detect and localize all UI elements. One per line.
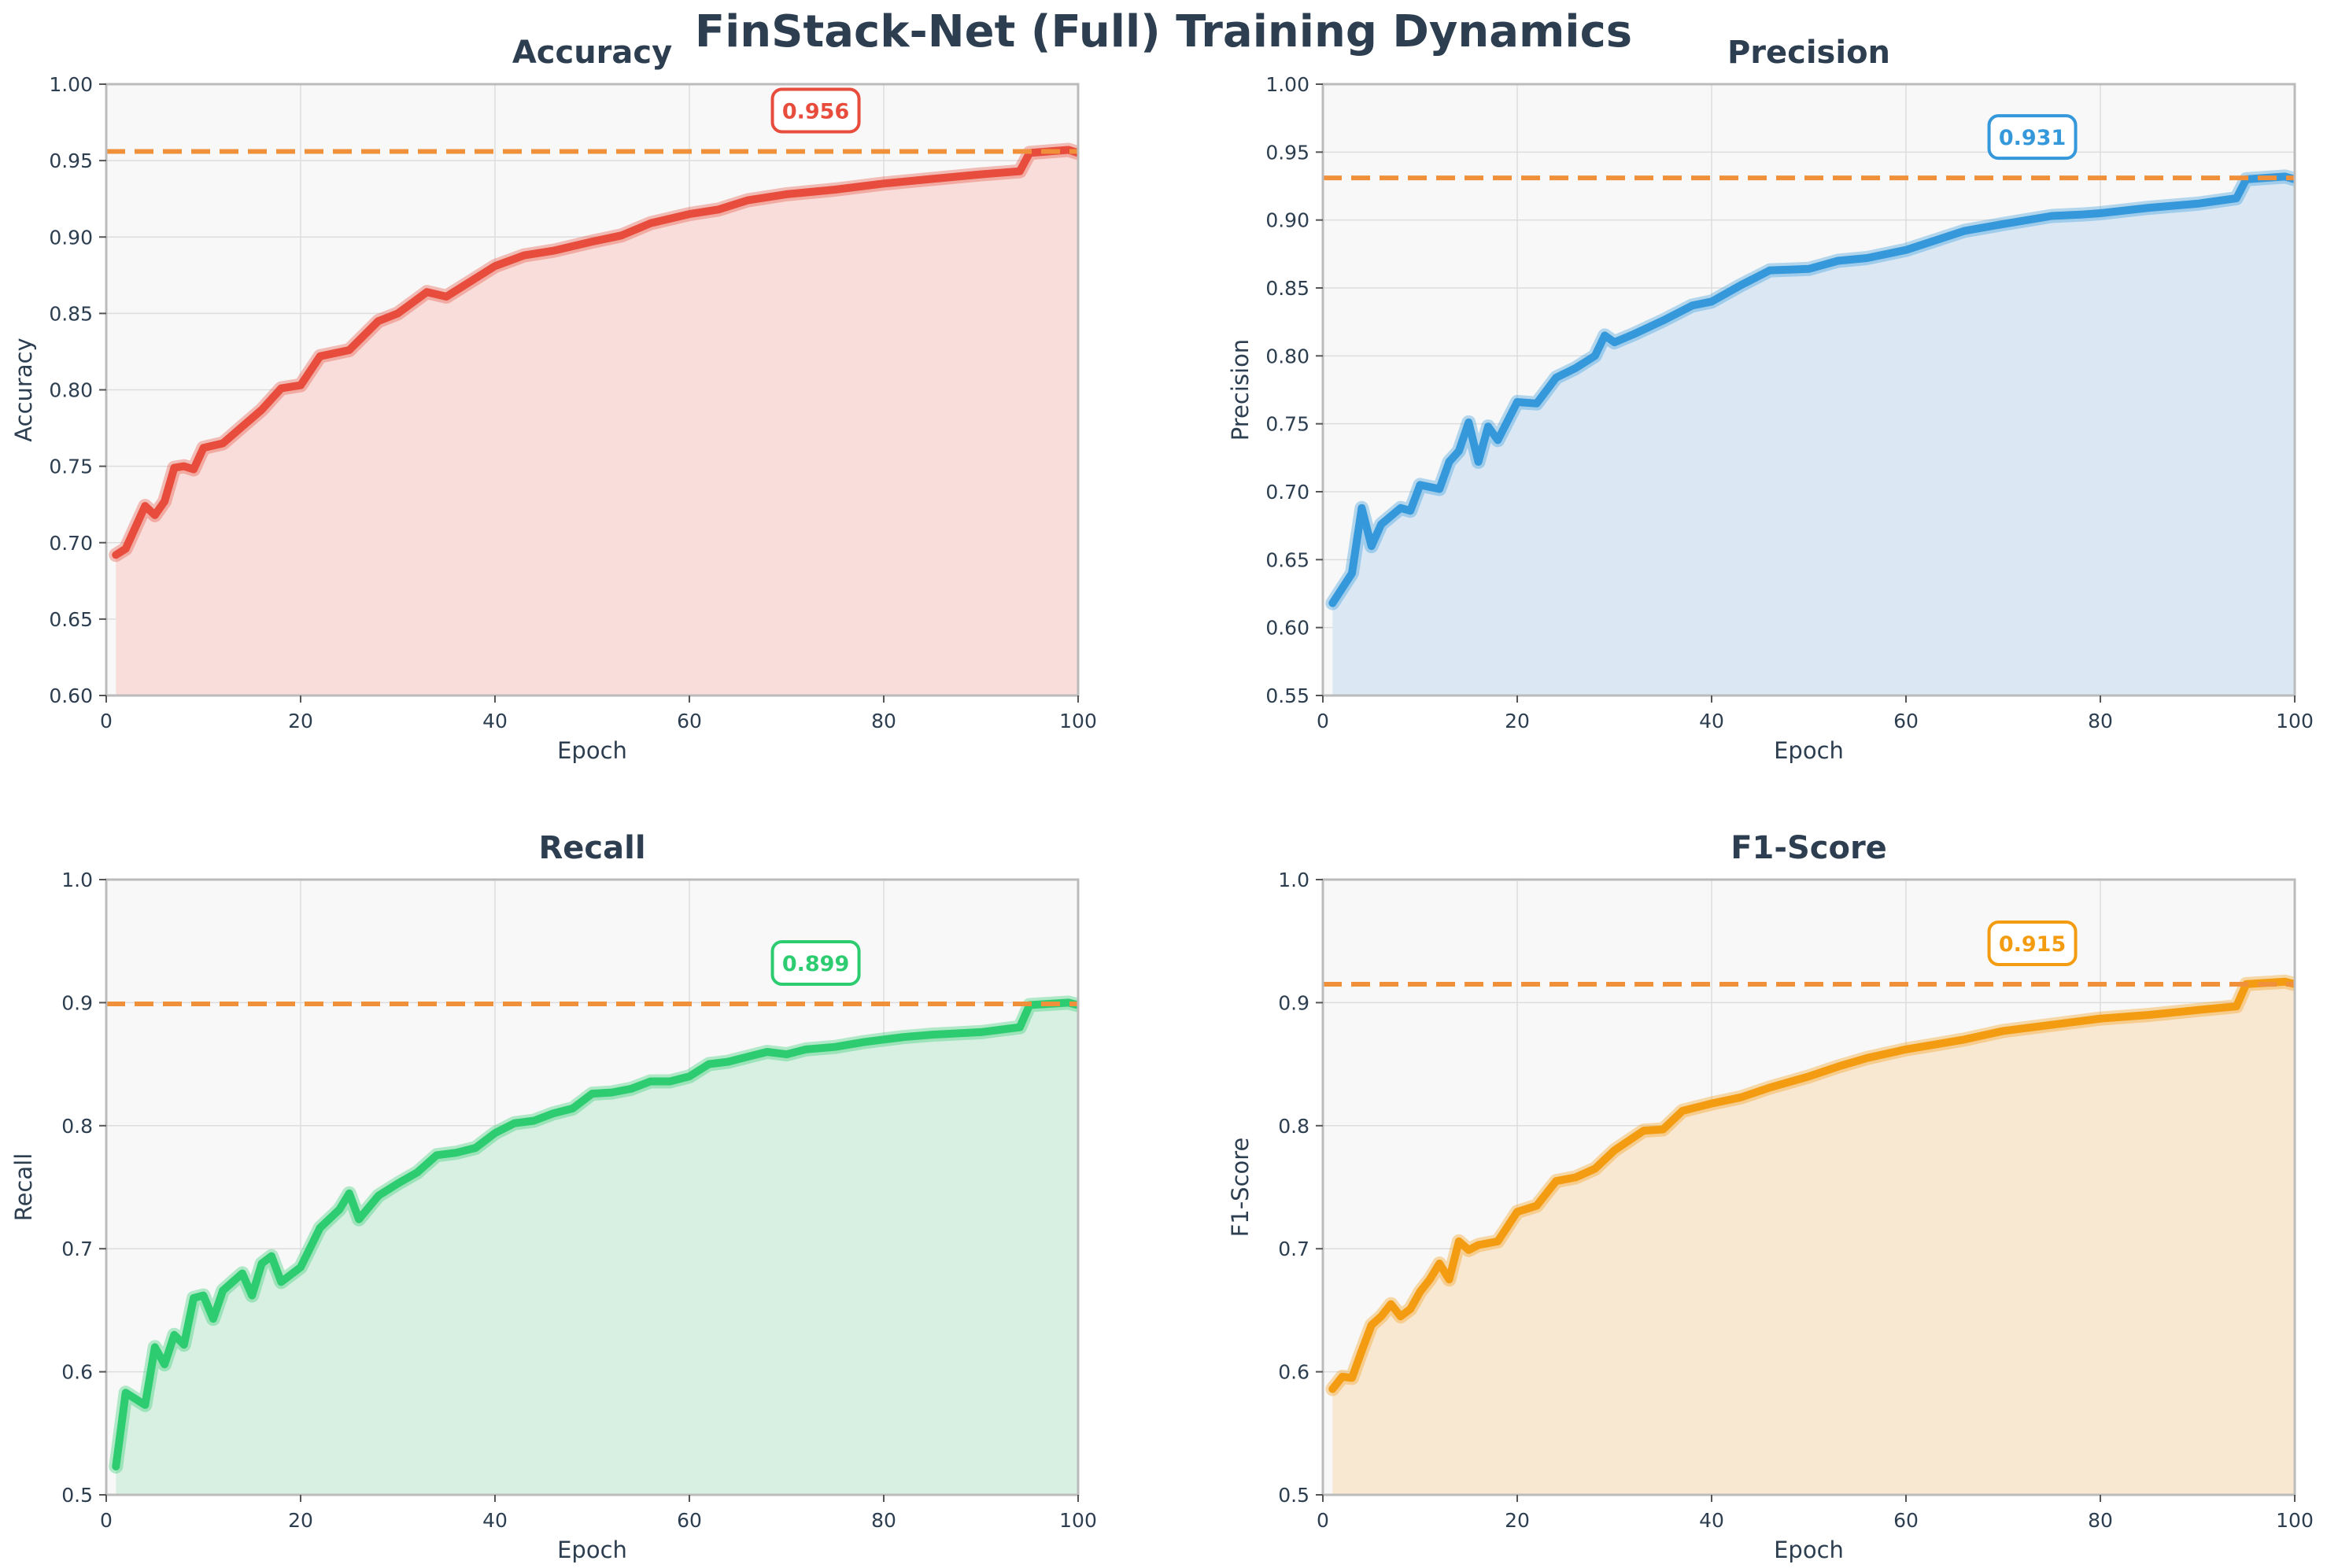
recall-ytick-label: 0.8 — [61, 1115, 93, 1138]
f1-score-xtick-label: 40 — [1699, 1509, 1724, 1532]
f1-score-xtick-label: 60 — [1893, 1509, 1919, 1532]
accuracy-ylabel: Accuracy — [10, 338, 37, 441]
f1-score-title: F1-Score — [1730, 830, 1887, 866]
accuracy-annotation-box — [770, 87, 861, 134]
recall-title: Recall — [538, 830, 645, 866]
f1-score-xtick-label: 0 — [1317, 1509, 1329, 1532]
precision-title: Precision — [1727, 35, 1890, 71]
precision-ylabel: Precision — [1227, 339, 1254, 441]
recall-annotation: 0.899 — [782, 952, 849, 976]
precision-annotation-box — [1987, 114, 2078, 160]
precision-annotation: 0.931 — [1999, 126, 2066, 150]
precision-spines — [1321, 83, 2296, 697]
f1-score-xtick-label: 80 — [2088, 1509, 2113, 1532]
f1-score-area — [1332, 981, 2295, 1495]
precision-xtick-label: 80 — [2088, 710, 2113, 732]
figure-title: FinStack-Net (Full) Training Dynamics — [694, 6, 1633, 57]
precision-ytick-label: 0.85 — [1265, 277, 1309, 300]
precision-xlabel: Epoch — [1774, 737, 1844, 764]
f1-score-ytick-label: 0.5 — [1278, 1484, 1309, 1507]
accuracy-xtick-label: 40 — [482, 710, 508, 732]
precision-ytick-label: 0.60 — [1265, 617, 1309, 640]
precision-ytick-label: 0.75 — [1265, 413, 1309, 436]
recall-xtick-label: 60 — [677, 1509, 702, 1532]
precision-ytick-label: 0.95 — [1265, 141, 1309, 164]
recall-xtick-label: 20 — [288, 1509, 313, 1532]
recall-line — [112, 998, 1078, 1470]
f1-score-xtick-label: 100 — [2276, 1509, 2314, 1532]
recall-panel: 0.899 0 20 40 60 80 100 0.5 0.6 0.7 0.8 0.9 1.0 Epoch… — [10, 830, 1097, 1563]
recall-xtick-label: 80 — [871, 1509, 896, 1532]
precision-ytick-label: 0.80 — [1265, 345, 1309, 367]
precision-ytick-label: 0.90 — [1265, 209, 1309, 232]
f1-score-annotation: 0.915 — [1999, 932, 2066, 957]
accuracy-ytick-label: 0.75 — [49, 456, 93, 478]
recall-ytick-label: 0.5 — [61, 1484, 93, 1507]
accuracy-line — [112, 146, 1078, 559]
precision-ytick-label: 1.00 — [1265, 73, 1309, 96]
accuracy-panel: 0.956 0 20 40 60 80 100 0.60 0.65 0.70 0.75 0.80 0.8… — [10, 35, 1097, 764]
recall-ytick-label: 1.0 — [61, 869, 93, 891]
precision-xtick-label: 100 — [2276, 710, 2314, 732]
accuracy-ytick-label: 0.70 — [49, 532, 93, 555]
recall-spines — [105, 878, 1080, 1496]
accuracy-ytick-label: 0.85 — [49, 302, 93, 325]
accuracy-xtick-label: 100 — [1059, 710, 1097, 732]
f1-score-ytick-label: 1.0 — [1278, 869, 1309, 891]
recall-ylabel: Recall — [10, 1153, 37, 1222]
accuracy-xtick-label: 20 — [288, 710, 313, 732]
recall-xtick-label: 100 — [1059, 1509, 1097, 1532]
f1-score-xlabel: Epoch — [1774, 1537, 1844, 1563]
accuracy-title: Accuracy — [512, 35, 672, 71]
f1-score-ytick-label: 0.8 — [1278, 1115, 1309, 1138]
recall-area — [116, 1002, 1078, 1495]
precision-panel: 0.931 0 20 40 60 80 100 0.55 0.60 0.65 0.70 0.75 0.8… — [1227, 35, 2314, 764]
recall-xtick-label: 0 — [100, 1509, 113, 1532]
accuracy-xlabel: Epoch — [557, 737, 627, 764]
f1-score-ytick-label: 0.9 — [1278, 991, 1309, 1014]
f1-score-ytick-label: 0.6 — [1278, 1361, 1309, 1384]
accuracy-xtick-label: 60 — [677, 710, 702, 732]
recall-ytick-label: 0.6 — [61, 1361, 93, 1384]
f1-score-spines — [1321, 878, 2296, 1496]
f1-score-ylabel: F1-Score — [1227, 1138, 1254, 1238]
precision-xtick-label: 20 — [1505, 710, 1530, 732]
accuracy-ytick-label: 0.80 — [49, 379, 93, 402]
accuracy-ytick-label: 0.60 — [49, 684, 93, 707]
precision-xtick-label: 0 — [1317, 710, 1329, 732]
accuracy-ytick-label: 0.90 — [49, 226, 93, 249]
recall-xtick-label: 40 — [482, 1509, 508, 1532]
accuracy-area — [116, 149, 1078, 695]
f1-score-annotation-box — [1987, 920, 2078, 966]
accuracy-ytick-label: 0.65 — [49, 608, 93, 631]
f1-score-xtick-label: 20 — [1505, 1509, 1530, 1532]
accuracy-xtick-label: 0 — [100, 710, 113, 732]
f1-score-panel: 0.915 0 20 40 60 80 100 0.5 0.6 0.7 0.8 0.9 1.0 Epoch… — [1227, 830, 2314, 1563]
accuracy-annotation: 0.956 — [782, 99, 849, 124]
precision-area — [1332, 176, 2295, 695]
precision-ytick-label: 0.70 — [1265, 481, 1309, 504]
precision-line — [1328, 172, 2295, 607]
accuracy-xtick-label: 80 — [871, 710, 896, 732]
precision-xtick-label: 60 — [1893, 710, 1919, 732]
precision-xtick-label: 40 — [1699, 710, 1724, 732]
accuracy-ytick-label: 0.95 — [49, 149, 93, 172]
recall-xlabel: Epoch — [557, 1537, 627, 1563]
recall-ytick-label: 0.9 — [61, 991, 93, 1014]
recall-annotation-box — [770, 939, 861, 986]
precision-ytick-label: 0.55 — [1265, 684, 1309, 707]
accuracy-ytick-label: 1.00 — [49, 73, 93, 96]
recall-ytick-label: 0.7 — [61, 1238, 93, 1260]
f1-score-ytick-label: 0.7 — [1278, 1238, 1309, 1260]
precision-ytick-label: 0.65 — [1265, 548, 1309, 571]
f1-score-line — [1328, 977, 2295, 1393]
